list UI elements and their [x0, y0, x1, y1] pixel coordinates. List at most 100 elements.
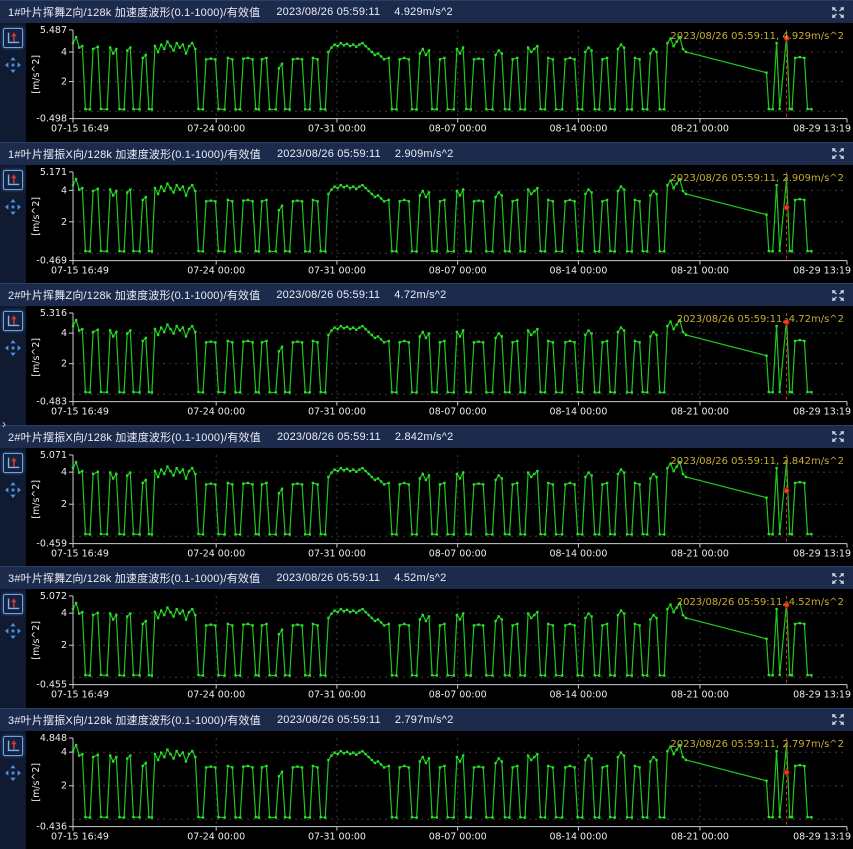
data-marker	[112, 618, 115, 621]
waveform-tool-button[interactable]	[3, 452, 23, 473]
data-marker	[364, 186, 367, 189]
waveform-tool-button[interactable]	[3, 169, 23, 190]
pan-move-button[interactable]	[5, 481, 21, 498]
data-marker	[194, 47, 197, 51]
data-marker	[373, 53, 377, 57]
waveform-trace	[72, 318, 812, 394]
data-marker	[543, 108, 547, 111]
fullscreen-expand-button[interactable]	[829, 712, 847, 728]
data-marker	[605, 56, 609, 60]
data-marker	[458, 193, 462, 197]
waveform-tool-button[interactable]	[3, 311, 23, 331]
fullscreen-expand-button[interactable]	[829, 570, 847, 586]
fullscreen-expand-button[interactable]	[829, 146, 847, 162]
data-marker	[523, 391, 527, 394]
data-marker	[187, 469, 191, 472]
data-marker	[361, 607, 364, 611]
data-marker	[790, 391, 794, 394]
panel-value: 2.797m/s^2	[394, 713, 454, 726]
data-marker	[387, 764, 390, 767]
data-marker	[519, 249, 522, 253]
data-marker	[793, 622, 797, 626]
data-marker	[201, 815, 205, 819]
panel-value: 2.842m/s^2	[394, 430, 454, 443]
chart-plot[interactable]: 5.072 4 2 -0.455 [m/s^2] 07-15 16:49 07-24 00:…	[26, 589, 853, 708]
data-marker	[646, 532, 649, 536]
data-marker	[491, 674, 494, 677]
data-marker	[327, 758, 330, 761]
data-marker	[160, 609, 163, 612]
chart-plot[interactable]: 5.071 4 2 -0.459 [m/s^2] 07-15 16:49 07-24 00:…	[26, 448, 853, 567]
data-marker	[91, 330, 95, 334]
data-marker	[172, 190, 175, 194]
x-tick-label: 07-15 16:49	[51, 548, 109, 559]
data-marker	[616, 189, 620, 192]
data-marker	[523, 674, 527, 677]
data-marker	[268, 249, 271, 253]
data-marker	[96, 611, 99, 614]
data-marker	[581, 249, 584, 253]
pan-move-button[interactable]	[5, 57, 21, 73]
data-marker	[806, 107, 809, 111]
data-marker	[626, 532, 629, 536]
data-marker	[678, 743, 681, 746]
data-marker	[223, 532, 226, 536]
y-tick-label: 4	[61, 328, 67, 339]
data-marker	[194, 472, 197, 475]
pan-move-button[interactable]	[5, 340, 21, 356]
chart-plot[interactable]: 5.171 4 2 -0.469 [m/s^2] 07-15 16:49 07-24 00:…	[26, 165, 853, 284]
data-marker	[666, 41, 669, 45]
data-marker	[573, 482, 576, 486]
fullscreen-expand-button[interactable]	[829, 429, 847, 445]
data-marker	[166, 606, 169, 609]
chart-plot[interactable]: 4.848 4 2 -0.436 [m/s^2] 07-15 16:49 07-24 00:…	[26, 731, 853, 849]
data-marker	[348, 186, 352, 189]
data-marker	[129, 46, 132, 49]
data-marker	[115, 472, 118, 475]
data-marker	[530, 616, 533, 620]
pan-move-button[interactable]	[5, 623, 21, 639]
data-marker	[84, 390, 87, 394]
data-marker	[118, 249, 121, 252]
data-marker	[806, 390, 809, 394]
data-marker	[141, 339, 144, 343]
x-tick-label: 08-21 00:00	[671, 265, 729, 276]
chart-plot[interactable]: 5.487 4 2 -0.498 [m/s^2] 07-15 16:49 07-24 00:…	[26, 23, 853, 142]
chart-area: 5.316 4 2 -0.483 [m/s^2] 07-15 16:49 07-24 00:…	[26, 306, 853, 425]
waveform-tool-button[interactable]	[3, 735, 23, 756]
waveform-tool-button[interactable]	[3, 28, 23, 48]
data-marker	[172, 332, 175, 335]
waveform-tool-button[interactable]	[3, 594, 23, 614]
data-marker	[181, 609, 185, 612]
data-marker	[122, 391, 126, 394]
data-marker	[511, 624, 514, 627]
y-tick-label: 5.487	[40, 25, 67, 36]
data-marker	[115, 755, 118, 758]
data-marker	[568, 481, 572, 484]
data-marker	[626, 391, 629, 394]
data-marker	[257, 815, 260, 819]
x-tick-label: 08-07 00:00	[429, 831, 487, 842]
data-marker	[430, 249, 434, 252]
data-marker	[609, 249, 612, 252]
data-marker	[421, 613, 424, 617]
fullscreen-expand-button[interactable]	[829, 287, 847, 303]
data-marker	[485, 108, 488, 111]
data-marker	[382, 58, 386, 61]
data-marker	[144, 336, 147, 340]
data-marker	[201, 249, 205, 253]
data-marker	[427, 473, 431, 477]
data-marker	[234, 532, 237, 536]
panel-body: 5.171 4 2 -0.469 [m/s^2] 07-15 16:49 07-24 00:…	[0, 164, 853, 284]
panel-body: 5.071 4 2 -0.459 [m/s^2] 07-15 16:49 07-24 00:…	[0, 447, 853, 567]
fullscreen-expand-button[interactable]	[829, 4, 847, 20]
data-marker	[641, 107, 644, 111]
sidebar-expand-chevron[interactable]: ›	[2, 417, 6, 431]
pan-move-button[interactable]	[5, 198, 21, 215]
pan-move-button[interactable]	[5, 764, 21, 781]
data-marker	[788, 815, 791, 818]
data-marker	[265, 764, 268, 767]
data-marker	[539, 815, 542, 818]
chart-plot[interactable]: 5.316 4 2 -0.483 [m/s^2] 07-15 16:49 07-24 00:…	[26, 306, 853, 425]
data-marker	[461, 612, 465, 615]
